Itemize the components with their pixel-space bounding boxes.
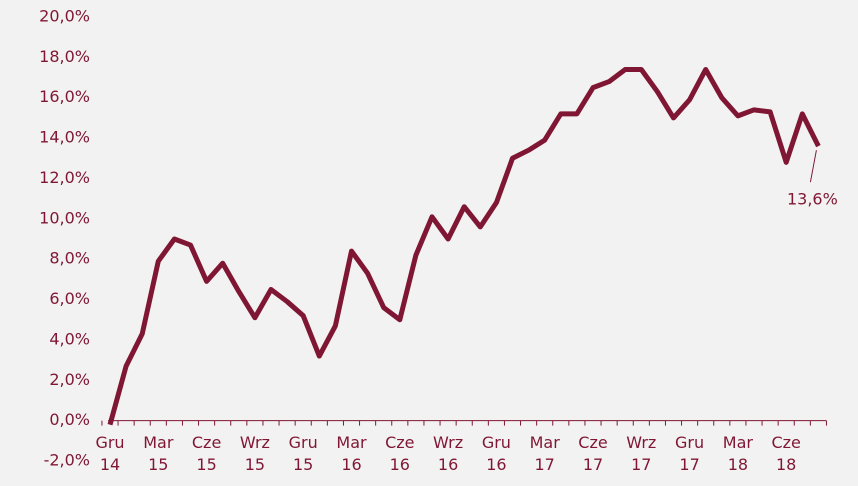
y-tick-label: 16,0% <box>39 87 90 106</box>
y-tick-label: 2,0% <box>49 370 90 389</box>
x-tick-label: Mar 18 <box>722 433 753 474</box>
x-tick-label: Gru 17 <box>675 433 705 474</box>
y-tick-label: 10,0% <box>39 208 90 227</box>
x-tick-label: Cze 17 <box>578 433 608 474</box>
x-tick-label: Wrz 16 <box>433 433 464 474</box>
label-leader <box>809 150 817 183</box>
x-tick-label: Mar 15 <box>143 433 174 474</box>
data-label: 13,6% <box>787 190 838 209</box>
y-tick-label: -2,0% <box>44 451 90 470</box>
y-tick-label: 18,0% <box>39 47 90 66</box>
y-tick-label: 6,0% <box>49 289 90 308</box>
x-tick-label: Cze 16 <box>385 433 415 474</box>
x-tick-label: Cze 18 <box>771 433 801 474</box>
x-tick-label: Wrz 17 <box>626 433 657 474</box>
y-tick-label: 8,0% <box>49 249 90 268</box>
y-tick-label: 14,0% <box>39 128 90 147</box>
x-tick-label: Gru 15 <box>288 433 318 474</box>
y-tick-label: 20,0% <box>39 7 90 26</box>
series-line <box>107 66 821 426</box>
x-tick-label: Mar 16 <box>336 433 367 474</box>
y-tick-label: 4,0% <box>49 329 90 348</box>
x-tick-label: Mar 17 <box>529 433 560 474</box>
x-tick-label: Gru 14 <box>95 433 125 474</box>
x-tick-label: Wrz 15 <box>239 433 270 474</box>
y-tick-label: 0,0% <box>49 410 90 429</box>
x-tick-label: Gru 16 <box>481 433 511 474</box>
x-tick-label: Cze 15 <box>191 433 222 474</box>
y-tick-label: 12,0% <box>39 168 90 187</box>
